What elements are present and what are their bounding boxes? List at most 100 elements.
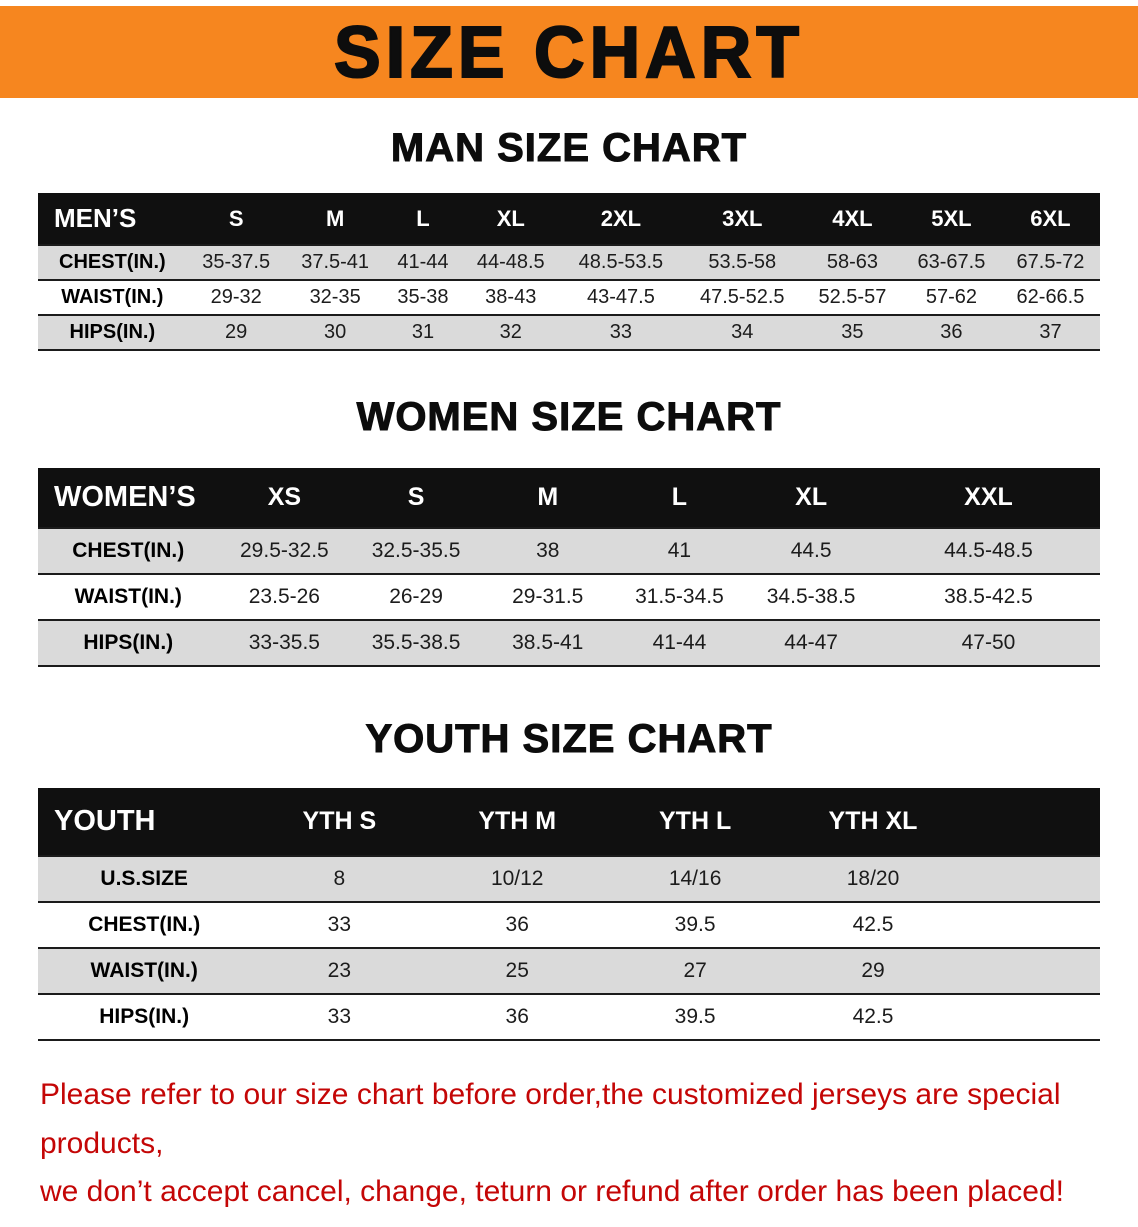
men-section-heading: MAN SIZE CHART xyxy=(390,126,748,171)
size-value: 48.5-53.5 xyxy=(578,251,664,273)
size-column-header: L xyxy=(613,468,746,528)
size-column-header: XXL xyxy=(876,468,1100,528)
size-value: 41-44 xyxy=(397,251,449,273)
women-size-section: WOMEN SIZE CHART WOMEN’S XS S M L XL XXL CHEST(… xyxy=(38,395,1100,667)
header-row: MEN’S S M L XL 2XL 3XL 4XL 5XL 6XL xyxy=(38,193,1100,245)
size-value: 33 xyxy=(609,321,633,343)
size-value: 29 xyxy=(225,321,248,343)
size-value: 36 xyxy=(505,1005,529,1028)
size-value: 32 xyxy=(499,321,522,343)
table-row: WAIST(IN.) 23 25 27 29 xyxy=(38,948,1100,994)
size-value: 29 xyxy=(861,959,885,982)
size-value: 41-44 xyxy=(652,631,707,654)
table-row: WAIST(IN.) 23.5-26 26-29 29-31.5 31.5-34.5 34… xyxy=(38,574,1100,620)
size-value: 35-38 xyxy=(397,286,449,308)
table-title-cell: MEN’S xyxy=(38,193,187,245)
size-value: 67.5-72 xyxy=(1016,251,1085,273)
size-value: 29-31.5 xyxy=(512,585,584,608)
size-value: 14/16 xyxy=(668,867,722,890)
size-column-header: 3XL xyxy=(681,193,803,245)
size-column-header: M xyxy=(481,468,614,528)
size-value: 26-29 xyxy=(389,585,443,608)
size-value: 33-35.5 xyxy=(248,631,320,654)
table-row: CHEST(IN.) 29.5-32.5 32.5-35.5 38 41 44.5 44.5… xyxy=(38,528,1100,574)
size-value: 23.5-26 xyxy=(248,585,320,608)
size-value: 41 xyxy=(667,539,692,562)
size-value: 36 xyxy=(505,913,529,936)
table-row: CHEST(IN.) 35-37.5 37.5-41 41-44 44-48.5 48.5… xyxy=(38,245,1100,280)
table-row: HIPS(IN.) 33-35.5 35.5-38.5 38.5-41 41-44 44-… xyxy=(38,620,1100,666)
youth-size-table: YOUTH YTH S YTH M YTH L YTH XL U.S.SIZE 8 10/12… xyxy=(38,788,1100,1041)
size-value: 8 xyxy=(333,867,346,890)
size-value: 29-32 xyxy=(210,286,262,308)
banner-title: SIZE CHART xyxy=(333,10,804,93)
row-label: HIPS(IN.) xyxy=(83,631,174,654)
table-title-cell: WOMEN’S xyxy=(38,468,219,528)
size-column-header: XS xyxy=(218,468,351,528)
size-chart-page: MAN SIZE CHART MEN’S S M L XL 2XL 3XL 4XL 5XL 6XL… xyxy=(0,126,1138,1217)
women-size-table: WOMEN’S XS S M L XL XXL CHEST(IN.) 29.5-32.5 32.5… xyxy=(38,468,1100,667)
size-value: 34 xyxy=(731,321,754,343)
size-column-header: YTH L xyxy=(606,788,785,856)
filler-cell xyxy=(962,948,1100,994)
row-label: CHEST(IN.) xyxy=(88,913,201,936)
size-value: 34.5-38.5 xyxy=(766,585,856,608)
size-value: 10/12 xyxy=(490,867,544,890)
size-value: 37.5-41 xyxy=(301,251,370,273)
order-disclaimer: Please refer to our size chart before or… xyxy=(40,1071,1098,1217)
size-column-header: S xyxy=(350,468,482,528)
size-value: 43-47.5 xyxy=(587,286,655,308)
size-value: 57-62 xyxy=(925,286,977,308)
size-value: 30 xyxy=(324,321,347,343)
size-value: 33 xyxy=(327,1005,352,1028)
row-label: HIPS(IN.) xyxy=(69,321,156,343)
size-column-header: 6XL xyxy=(1000,193,1100,245)
row-label: CHEST(IN.) xyxy=(72,539,185,562)
row-label: CHEST(IN.) xyxy=(59,251,166,273)
size-value: 35-37.5 xyxy=(202,251,271,273)
men-size-table: MEN’S S M L XL 2XL 3XL 4XL 5XL 6XL CHEST(IN.) 35-37… xyxy=(38,193,1100,351)
size-value: 32-35 xyxy=(309,286,361,308)
table-row: HIPS(IN.) 29 30 31 32 33 34 35 36 37 xyxy=(38,315,1100,350)
row-label: WAIST(IN.) xyxy=(74,585,182,608)
size-value: 44-48.5 xyxy=(476,251,545,273)
size-column-header: 5XL xyxy=(901,193,1001,245)
size-value: 47.5-52.5 xyxy=(700,286,785,308)
size-value: 62-66.5 xyxy=(1016,286,1085,308)
size-value: 18/20 xyxy=(846,867,900,890)
size-value: 38-43 xyxy=(485,286,537,308)
size-value: 42.5 xyxy=(852,913,894,936)
table-row: CHEST(IN.) 33 36 39.5 42.5 xyxy=(38,902,1100,948)
size-value: 38.5-42.5 xyxy=(944,585,1033,608)
size-value: 44.5 xyxy=(790,539,832,562)
size-value: 31 xyxy=(411,321,435,343)
size-value: 27 xyxy=(683,959,707,982)
disclaimer-line-2: we don’t accept cancel, change, teturn o… xyxy=(40,1175,1064,1209)
size-column-header: YTH M xyxy=(428,788,607,856)
filler-cell xyxy=(962,902,1100,948)
size-value: 36 xyxy=(940,321,963,343)
size-column-header: XL xyxy=(461,193,561,245)
youth-size-section: YOUTH SIZE CHART YOUTH YTH S YTH M YTH L YTH… xyxy=(38,717,1100,1041)
size-value: 31.5-34.5 xyxy=(635,585,724,608)
row-label: U.S.SIZE xyxy=(100,867,188,890)
table-title-cell: YOUTH xyxy=(38,788,251,856)
size-value: 38 xyxy=(536,539,560,562)
size-column-header: YTH S xyxy=(250,788,429,856)
header-row: YOUTH YTH S YTH M YTH L YTH XL xyxy=(38,788,1100,856)
size-value: 44-47 xyxy=(784,631,838,654)
size-value: 33 xyxy=(327,913,352,936)
size-value: 23 xyxy=(327,959,352,982)
size-value: 25 xyxy=(505,959,529,982)
size-value: 42.5 xyxy=(852,1005,894,1028)
row-label: HIPS(IN.) xyxy=(99,1005,190,1028)
size-column-header: 2XL xyxy=(560,193,682,245)
size-value: 37 xyxy=(1039,321,1062,343)
men-size-section: MAN SIZE CHART MEN’S S M L XL 2XL 3XL 4XL 5XL 6XL… xyxy=(38,126,1100,351)
table-row: U.S.SIZE 8 10/12 14/16 18/20 xyxy=(38,856,1100,902)
size-column-header: YTH XL xyxy=(784,788,962,856)
disclaimer-line-1: Please refer to our size chart before or… xyxy=(40,1078,1061,1160)
youth-section-heading: YOUTH SIZE CHART xyxy=(365,717,773,762)
filler-cell xyxy=(962,994,1100,1040)
size-value: 58-63 xyxy=(826,251,878,273)
